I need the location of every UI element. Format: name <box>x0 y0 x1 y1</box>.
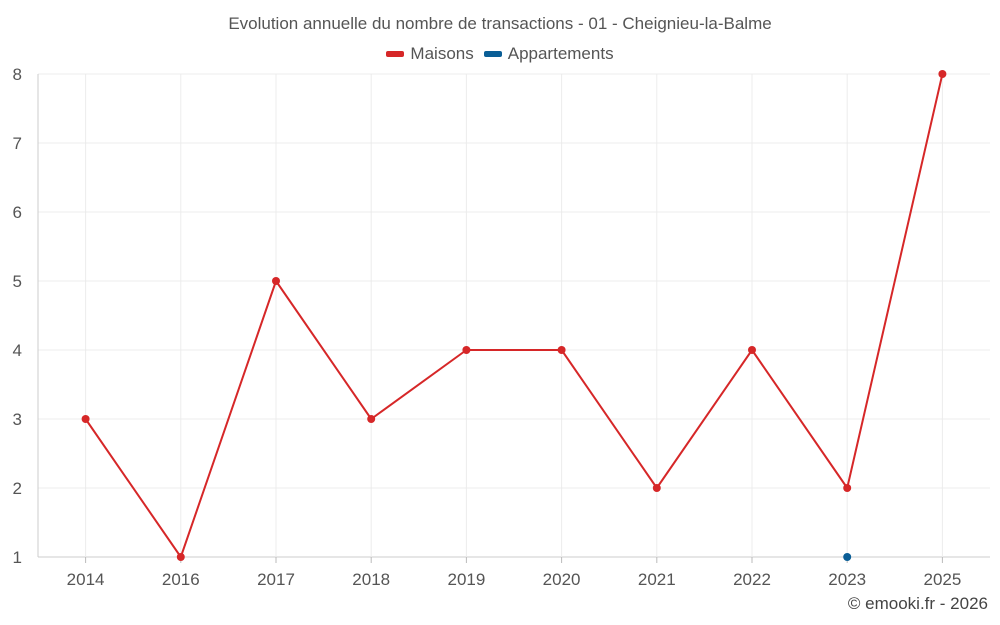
x-tick-label: 2022 <box>733 570 771 589</box>
legend-swatch-maisons <box>386 51 405 57</box>
legend-label-maisons: Maisons <box>410 44 474 63</box>
x-tick-label: 2018 <box>352 570 390 589</box>
data-point-maisons <box>367 415 376 423</box>
x-tick-label: 2014 <box>67 570 105 589</box>
x-tick-label: 2019 <box>447 570 485 589</box>
data-point-maisons <box>272 277 280 285</box>
x-tick-label: 2021 <box>638 570 676 589</box>
y-tick-label: 4 <box>13 341 22 360</box>
y-tick-label: 1 <box>13 548 22 567</box>
series-line-maisons <box>84 73 944 558</box>
x-tick-label: 2023 <box>828 570 866 589</box>
data-point-maisons <box>748 346 756 354</box>
y-tick-label: 5 <box>13 272 22 291</box>
legend-item-maisons[interactable]: Maisons <box>386 44 474 64</box>
data-point-maisons <box>176 553 185 561</box>
x-tick-label: 2025 <box>923 570 961 589</box>
data-point-maisons <box>938 70 947 78</box>
data-point-maisons <box>843 484 852 492</box>
chart-legend: Maisons Appartements <box>0 44 1000 64</box>
data-point-maisons <box>557 346 566 354</box>
x-tick-label: 2016 <box>162 570 200 589</box>
data-point-appartements <box>843 553 852 561</box>
chart-title: Evolution annuelle du nombre de transact… <box>228 14 772 33</box>
data-point-maisons <box>652 484 661 492</box>
x-tick-label: 2020 <box>543 570 581 589</box>
x-tick-label: 2017 <box>257 570 295 589</box>
y-tick-label: 7 <box>13 134 22 153</box>
y-tick-label: 3 <box>13 410 22 429</box>
y-tick-label: 6 <box>13 203 22 222</box>
y-tick-label: 2 <box>13 479 22 498</box>
legend-item-appartements[interactable]: Appartements <box>483 44 614 64</box>
y-tick-label: 8 <box>13 65 22 84</box>
credit-text: © emooki.fr - 2026 <box>847 594 988 613</box>
data-point-maisons <box>81 415 90 423</box>
data-point-maisons <box>462 346 471 354</box>
legend-swatch-appartements <box>483 51 502 57</box>
legend-label-appartements: Appartements <box>507 44 614 63</box>
